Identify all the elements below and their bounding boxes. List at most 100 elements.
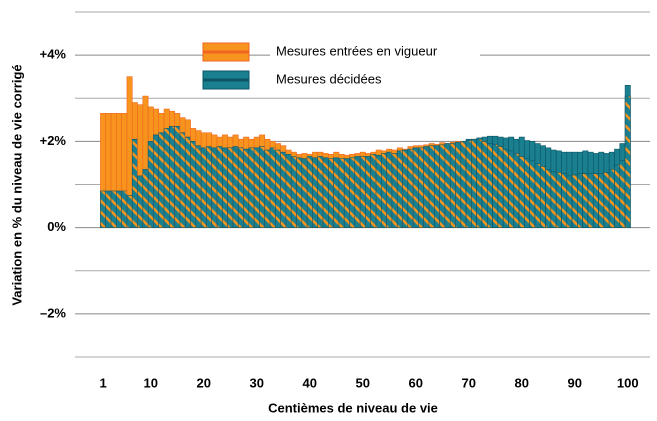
bar xyxy=(200,147,207,228)
y-axis-label: Variation en % du niveau de vie corrigé xyxy=(9,64,24,305)
bar xyxy=(275,149,281,228)
legend-label: Mesures décidées xyxy=(276,71,382,86)
bar xyxy=(418,147,425,228)
x-tick-label: 90 xyxy=(568,375,582,390)
bar xyxy=(465,140,472,228)
bar xyxy=(476,138,483,228)
bar xyxy=(116,190,122,228)
bar xyxy=(524,158,531,228)
bar xyxy=(566,175,573,228)
bar xyxy=(603,172,610,228)
x-tick-label: 20 xyxy=(197,375,211,390)
bar xyxy=(169,125,175,228)
x-tick-label: 40 xyxy=(303,375,317,390)
bar xyxy=(444,143,451,228)
bar xyxy=(195,145,202,228)
x-tick-label: 80 xyxy=(515,375,529,390)
bar xyxy=(131,138,138,228)
bar xyxy=(333,157,340,228)
bar xyxy=(290,156,297,228)
bar xyxy=(598,173,605,228)
bar xyxy=(492,144,499,228)
x-tick-label: 100 xyxy=(617,375,639,390)
bar xyxy=(163,128,170,228)
bar xyxy=(237,147,244,228)
bar xyxy=(513,153,520,228)
bar xyxy=(407,148,414,228)
bar xyxy=(555,172,562,228)
bar xyxy=(402,149,409,228)
y-tick-label: 0% xyxy=(47,219,66,234)
bar xyxy=(285,154,292,228)
bar xyxy=(608,169,615,228)
bar xyxy=(137,175,144,228)
bar xyxy=(264,149,271,228)
bar xyxy=(624,95,631,228)
bar xyxy=(449,143,456,228)
bar xyxy=(222,147,228,228)
x-tick-label: 10 xyxy=(144,375,158,390)
x-tick-label: 1 xyxy=(99,375,106,390)
bar xyxy=(587,173,594,228)
bar xyxy=(423,146,430,228)
bar xyxy=(206,146,213,228)
bar xyxy=(142,169,149,228)
bar xyxy=(460,141,467,228)
bar xyxy=(248,147,255,228)
bar xyxy=(147,141,154,228)
bar xyxy=(550,171,557,228)
bar xyxy=(545,169,552,228)
bar xyxy=(375,154,382,228)
bar xyxy=(577,173,583,228)
bar xyxy=(301,158,308,228)
bar xyxy=(365,156,372,228)
bar xyxy=(592,173,599,228)
y-tick-label: +4% xyxy=(40,47,67,62)
bar xyxy=(349,157,356,228)
x-tick-label: 60 xyxy=(409,375,423,390)
bar xyxy=(126,194,133,228)
bar xyxy=(232,146,239,228)
bar xyxy=(184,136,191,228)
x-tick-label: 30 xyxy=(250,375,264,390)
bar xyxy=(100,190,107,228)
bar xyxy=(343,158,350,228)
bar xyxy=(105,190,112,228)
bar xyxy=(614,164,621,228)
bar xyxy=(539,166,546,228)
bar xyxy=(359,156,366,228)
bar xyxy=(211,147,218,228)
bar xyxy=(455,141,462,228)
bar xyxy=(179,132,186,228)
bar xyxy=(518,156,525,228)
bar xyxy=(158,132,165,228)
bar xyxy=(386,151,393,228)
bar xyxy=(121,190,128,228)
bar xyxy=(280,151,287,228)
bar xyxy=(497,146,504,228)
bar xyxy=(190,141,197,228)
bar xyxy=(481,141,488,228)
bar xyxy=(381,153,387,228)
bar xyxy=(269,147,276,228)
bar xyxy=(296,157,303,228)
bar xyxy=(174,125,181,228)
bar xyxy=(259,146,266,228)
bar xyxy=(487,143,493,228)
bar xyxy=(619,160,626,228)
bar xyxy=(582,173,589,228)
bar xyxy=(227,147,234,228)
bar xyxy=(322,157,329,228)
bar xyxy=(317,156,324,228)
bar xyxy=(502,148,509,228)
bar xyxy=(471,138,478,228)
bar xyxy=(534,163,541,228)
bar xyxy=(439,144,446,228)
bar xyxy=(571,174,578,228)
y-tick-label: +2% xyxy=(40,133,67,148)
bar xyxy=(338,158,345,228)
legend-label: Mesures entrées en vigueur xyxy=(276,43,438,58)
bar xyxy=(396,150,403,228)
bar xyxy=(328,158,334,228)
